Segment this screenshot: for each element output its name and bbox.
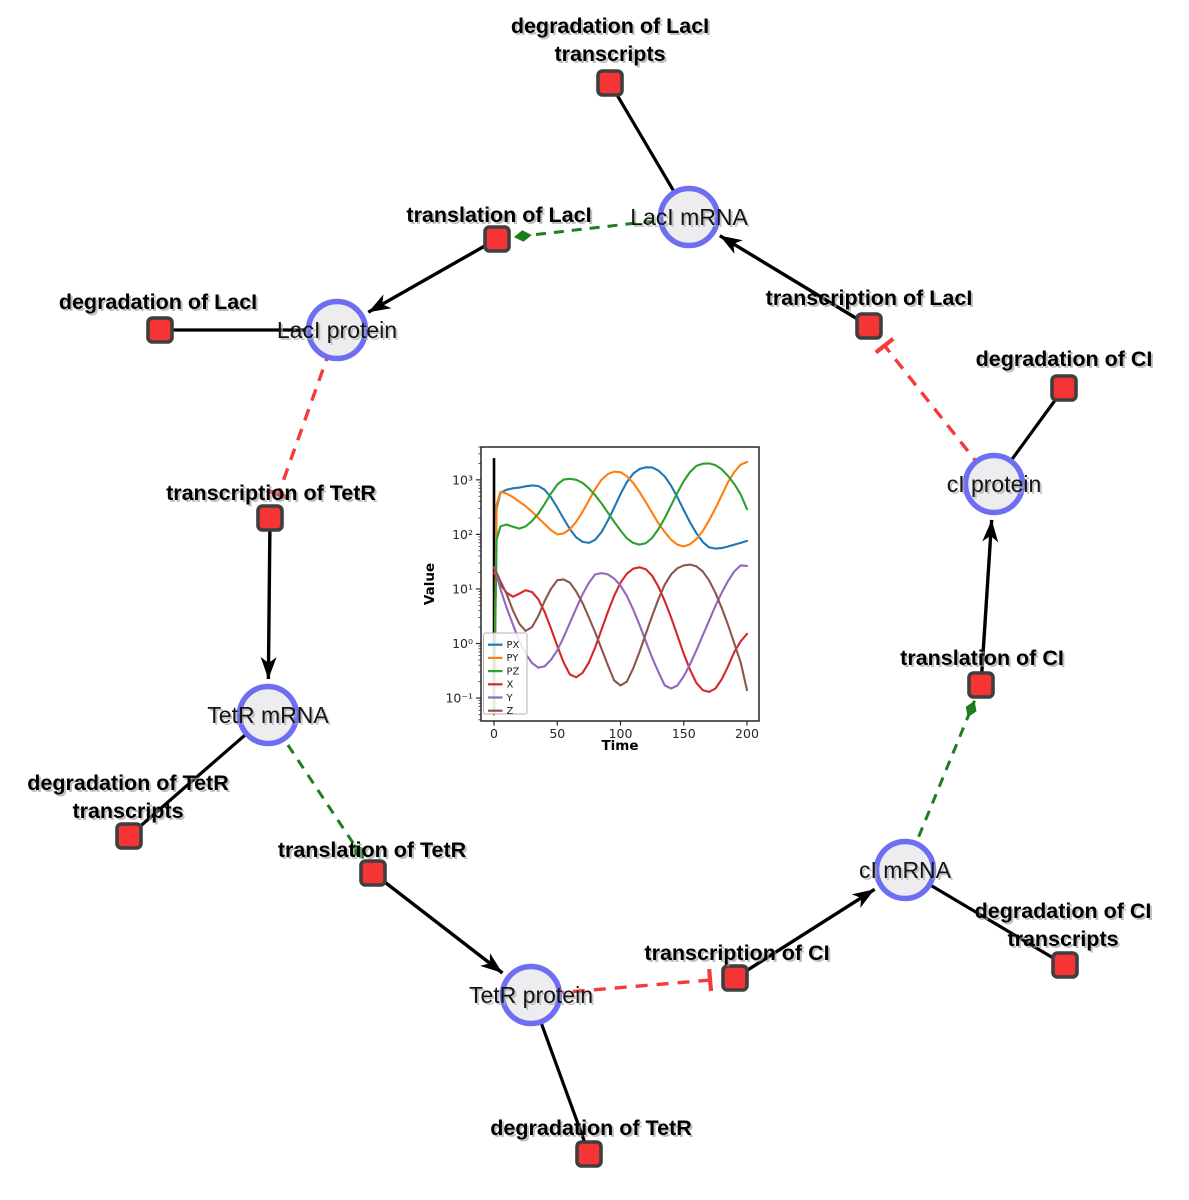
reaction-label-deg-tetr-tx: degradation of TetR [27, 771, 229, 795]
series-curve-z [492, 563, 749, 692]
x-tick-label: 200 [735, 726, 759, 741]
y-axis-label: Value [422, 563, 438, 605]
reaction-label-deg-laci-tx-line2: transcripts [554, 42, 665, 66]
reaction-node-deg-ci-tx [1051, 951, 1079, 979]
reaction-label-shadow: degradation of TetR [492, 1118, 694, 1142]
series-curve-py [492, 460, 749, 716]
reaction-label-shadow: translation of TetR [280, 840, 469, 864]
series-curve-x [492, 566, 749, 693]
reaction-label-shadow: degradation of TetR [29, 773, 231, 797]
reaction-node-transcription-ci [721, 964, 749, 992]
series-curve-px [492, 466, 749, 716]
reaction-node-translation-tetr [359, 859, 387, 887]
species-label-shadow: cI mRNA [861, 859, 954, 885]
reaction-label-deg-ci-tx-line2: transcripts [1007, 927, 1118, 951]
chart-legend-box [483, 632, 528, 715]
edge-production-translation-laci-to-laci-protein [367, 237, 498, 314]
y-tick-label: 10⁻¹ [445, 691, 473, 706]
reaction-label-shadow: degradation of LacI [513, 16, 711, 40]
reaction-label-shadow: transcripts [556, 44, 667, 68]
series-curve-pz [492, 462, 749, 716]
reaction-label-deg-ci: degradation of CI [976, 347, 1153, 371]
reaction-node-deg-laci [146, 316, 174, 344]
edge-modifier-ci-mrna-to-translation-ci [903, 700, 977, 871]
species-label-shadow: LacI mRNA [632, 206, 750, 232]
reaction-label-shadow: transcripts [1009, 929, 1120, 953]
legend-label-z: Z [507, 706, 514, 717]
reaction-label-translation-tetr: translation of TetR [278, 838, 467, 862]
reaction-label-translation-laci: translation of LacI [406, 203, 591, 227]
y-tick-label: 10¹ [452, 581, 473, 596]
edge-production-transcription-laci-to-laci-mrna [718, 234, 870, 328]
species-node-tetr-protein [499, 963, 563, 1027]
edge-production-transcription-ci-to-ci-mrna [734, 887, 876, 980]
legend-label-x: X [507, 680, 514, 691]
reaction-node-deg-tetr-tx [115, 822, 143, 850]
species-node-ci-protein [962, 452, 1026, 516]
species-node-ci-mrna [873, 838, 937, 902]
reaction-label-transcription-laci: transcription of LacI [766, 286, 973, 310]
reaction-node-deg-ci [1050, 374, 1078, 402]
reaction-label-transcription-ci: transcription of CI [644, 941, 829, 965]
reaction-label-transcription-tetr: transcription of TetR [166, 481, 376, 505]
reaction-node-transcription-laci [855, 312, 883, 340]
reaction-label-shadow: translation of LacI [408, 205, 593, 229]
species-node-laci-mrna [657, 185, 721, 249]
reaction-label-deg-laci-tx: degradation of LacI [511, 14, 709, 38]
reaction-node-translation-ci [967, 671, 995, 699]
reaction-label-shadow: degradation of LacI [61, 292, 259, 316]
legend-label-px: PX [507, 640, 520, 651]
reaction-label-deg-laci: degradation of LacI [59, 290, 257, 314]
species-label-shadow: cI protein [949, 473, 1044, 499]
reaction-label-shadow: translation of CI [902, 648, 1066, 672]
y-tick-label: 10² [452, 527, 473, 542]
legend-label-pz: PZ [507, 666, 520, 677]
edge-production-translation-ci-to-ci-protein [979, 519, 999, 686]
reaction-label-translation-ci: translation of CI [900, 646, 1064, 670]
species-node-tetr-mrna [236, 683, 300, 747]
species-label-tetr-protein: TetR protein [469, 982, 593, 1008]
reaction-node-deg-laci-tx [596, 69, 624, 97]
y-tick-label: 10³ [452, 472, 473, 487]
reaction-label-shadow: transcription of CI [646, 943, 831, 967]
reaction-label-shadow: degradation of CI [978, 349, 1155, 373]
x-tick-label: 150 [672, 726, 696, 741]
reaction-label-shadow: transcripts [74, 801, 185, 825]
edge-production-transcription-tetr-to-tetr-mrna [260, 517, 277, 680]
species-label-ci-protein: cI protein [947, 471, 1042, 497]
species-label-tetr-mrna: TetR mRNA [207, 702, 329, 728]
species-label-ci-mrna: cI mRNA [859, 857, 952, 883]
x-axis-label: Time [601, 738, 638, 754]
reaction-node-translation-laci [483, 225, 511, 253]
series-curve-y [492, 564, 749, 690]
edge-production-translation-tetr-to-tetr-protein [371, 871, 504, 975]
reaction-label-deg-tetr: degradation of TetR [490, 1116, 692, 1140]
y-tick-label: 10⁰ [452, 636, 473, 651]
reaction-node-deg-tetr [575, 1140, 603, 1168]
reaction-label-shadow: transcription of LacI [768, 288, 975, 312]
reaction-label-shadow: degradation of CI [977, 901, 1154, 925]
edge-modifier-laci-mrna-to-translation-laci [513, 215, 690, 242]
x-tick-label: 100 [609, 726, 633, 741]
species-node-laci-protein [305, 298, 369, 362]
nodes-layer [115, 69, 1079, 1168]
species-label-shadow: LacI protein [279, 319, 399, 345]
legend-label-py: PY [507, 653, 520, 664]
x-tick-label: 0 [490, 726, 498, 741]
x-tick-label: 50 [549, 726, 565, 741]
reaction-label-deg-ci-tx: degradation of CI [975, 899, 1152, 923]
reaction-label-deg-tetr-tx-line2: transcripts [72, 799, 183, 823]
reaction-label-shadow: transcription of TetR [168, 483, 378, 507]
species-label-shadow: TetR mRNA [209, 704, 331, 730]
species-label-laci-mrna: LacI mRNA [630, 204, 748, 230]
species-label-laci-protein: LacI protein [277, 317, 397, 343]
legend-label-y: Y [506, 693, 514, 704]
time-series-chart: 10⁻¹ 10⁰ 10¹ 10² 10³ 0 50 100 150 200 Time Value PX P… [422, 446, 760, 754]
species-label-shadow: TetR protein [471, 984, 595, 1010]
reaction-node-transcription-tetr [256, 504, 284, 532]
